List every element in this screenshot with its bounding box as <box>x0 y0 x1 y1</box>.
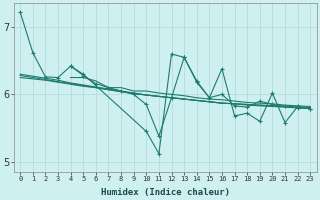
X-axis label: Humidex (Indice chaleur): Humidex (Indice chaleur) <box>101 188 230 197</box>
